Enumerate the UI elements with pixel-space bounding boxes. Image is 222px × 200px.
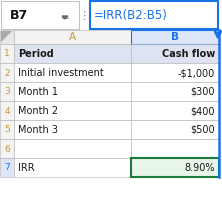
Bar xyxy=(131,139,219,158)
Text: IRR: IRR xyxy=(18,163,35,173)
Text: -$1,000: -$1,000 xyxy=(178,68,215,78)
Text: 1: 1 xyxy=(4,49,10,58)
Bar xyxy=(131,44,219,63)
Bar xyxy=(14,63,131,82)
Bar xyxy=(14,139,131,158)
Text: 3: 3 xyxy=(4,88,10,97)
Polygon shape xyxy=(62,16,68,19)
Bar xyxy=(131,120,219,139)
Text: 7: 7 xyxy=(4,164,10,172)
Bar xyxy=(14,44,131,63)
Text: A: A xyxy=(69,32,76,43)
Bar xyxy=(131,158,219,177)
Bar xyxy=(14,101,131,120)
Bar xyxy=(0,44,14,63)
Bar xyxy=(90,1,218,29)
Text: =IRR(B2:B5): =IRR(B2:B5) xyxy=(94,9,168,22)
Bar xyxy=(14,158,131,177)
Bar xyxy=(0,139,14,158)
Bar xyxy=(131,30,219,44)
Text: 4: 4 xyxy=(4,106,10,116)
Bar xyxy=(0,63,14,82)
Bar xyxy=(0,101,14,120)
Bar xyxy=(1,1,79,29)
Text: Month 2: Month 2 xyxy=(18,106,58,116)
Bar xyxy=(0,120,14,139)
Bar xyxy=(0,82,14,101)
Text: Month 3: Month 3 xyxy=(18,125,58,135)
Text: B7: B7 xyxy=(10,9,28,22)
Bar xyxy=(14,30,131,44)
Text: 6: 6 xyxy=(4,144,10,154)
Text: $400: $400 xyxy=(190,106,215,116)
Bar xyxy=(0,30,14,44)
Bar xyxy=(131,82,219,101)
Bar xyxy=(14,120,131,139)
Text: $300: $300 xyxy=(190,87,215,97)
Bar xyxy=(14,82,131,101)
Text: 5: 5 xyxy=(4,126,10,134)
Bar xyxy=(0,158,14,177)
Text: ⋮: ⋮ xyxy=(78,10,89,21)
Text: Period: Period xyxy=(18,49,54,59)
Text: 2: 2 xyxy=(4,68,10,77)
Bar xyxy=(131,101,219,120)
Text: Initial investment: Initial investment xyxy=(18,68,104,78)
Text: B: B xyxy=(171,32,179,43)
Polygon shape xyxy=(1,31,12,42)
Text: Cash flow: Cash flow xyxy=(162,49,215,59)
Text: 8.90%: 8.90% xyxy=(184,163,215,173)
Text: $500: $500 xyxy=(190,125,215,135)
Text: Month 1: Month 1 xyxy=(18,87,58,97)
Bar xyxy=(131,63,219,82)
